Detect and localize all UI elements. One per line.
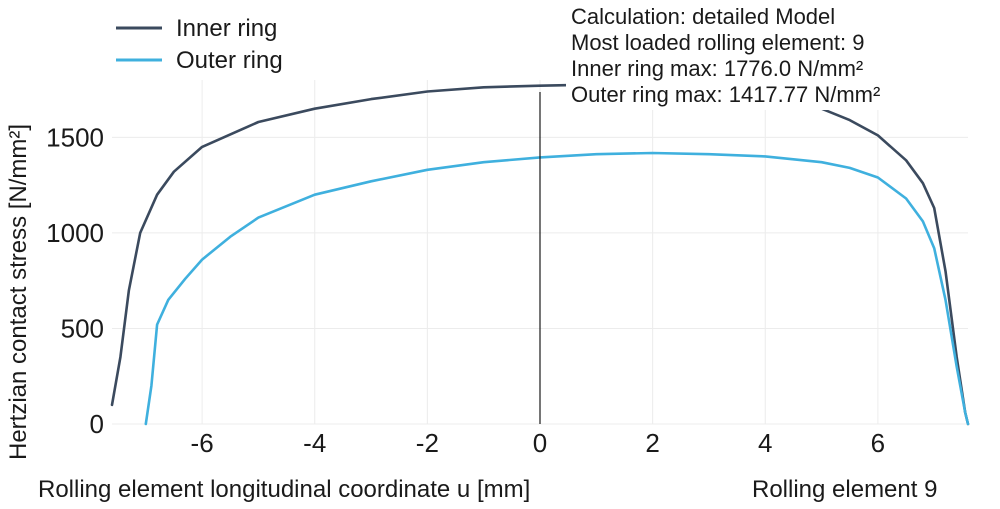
outer-ring-line (144, 151, 970, 426)
y-tick-label: 1000 (46, 218, 104, 248)
x-tick-label: -4 (303, 428, 326, 458)
x-tick-label: -2 (416, 428, 439, 458)
annotation-most-loaded: Most loaded rolling element: 9 (571, 30, 865, 55)
y-tick-label: 500 (61, 313, 104, 343)
y-axis-title: Hertzian contact stress [N/mm²] (5, 124, 32, 460)
x-tick-label: 2 (645, 428, 659, 458)
x-tick-label: 4 (758, 428, 772, 458)
legend-label-inner-ring: Inner ring (176, 15, 277, 42)
legend-label-outer-ring: Outer ring (176, 47, 283, 74)
annotation-outer-max: Outer ring max: 1417.77 N/mm² (571, 82, 880, 107)
y-tick-labels: 0 500 1000 1500 (46, 122, 104, 439)
x-tick-label: -6 (191, 428, 214, 458)
annotation-calculation: Calculation: detailed Model (571, 4, 835, 29)
annotation-inner-max: Inner ring max: 1776.0 N/mm² (571, 56, 863, 81)
x-tick-labels: -6 -4 -2 0 2 4 6 (191, 428, 886, 458)
y-tick-label: 0 (90, 409, 104, 439)
rolling-element-footer: Rolling element 9 (752, 476, 937, 503)
legend: Inner ring Outer ring (116, 15, 283, 74)
x-tick-label: 0 (533, 428, 547, 458)
annotation-box (566, 2, 980, 110)
y-tick-label: 1500 (46, 122, 104, 152)
x-tick-label: 6 (871, 428, 885, 458)
x-axis-title: Rolling element longitudinal coordinate … (38, 476, 530, 503)
